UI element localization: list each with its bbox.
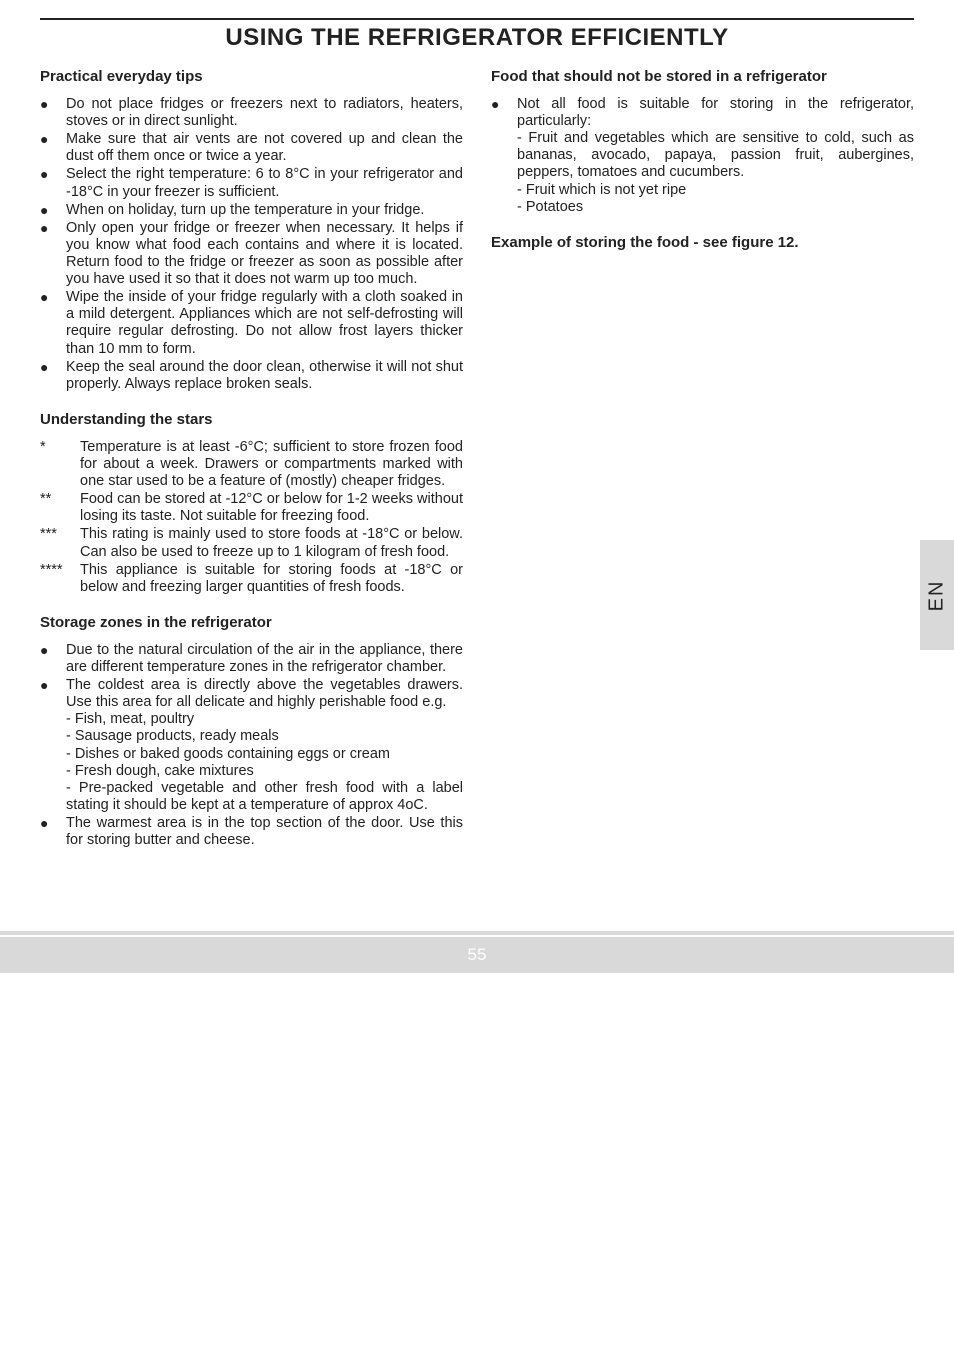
language-label: EN <box>925 579 948 611</box>
list-item: **** This appliance is suitable for stor… <box>40 562 463 596</box>
right-column: Food that should not be stored in a refr… <box>491 68 914 867</box>
item-subline: - Fruit which is not yet ripe <box>517 182 914 199</box>
list-practical-tips: Do not place fridges or freezers next to… <box>40 96 463 393</box>
page-title: USING THE REFRIGERATOR EFFICIENTLY <box>40 24 914 52</box>
list-item: Make sure that air vents are not covered… <box>40 131 463 165</box>
star-marker: ** <box>40 491 51 508</box>
list-item: Keep the seal around the door clean, oth… <box>40 359 463 393</box>
list-item: Wipe the inside of your fridge regularly… <box>40 289 463 357</box>
heading-understanding-stars: Understanding the stars <box>40 411 463 429</box>
list-item: Only open your fridge or freezer when ne… <box>40 220 463 288</box>
star-text: Food can be stored at -12°C or below for… <box>80 491 463 524</box>
item-subline: - Fresh dough, cake mixtures <box>66 763 463 780</box>
item-subline: - Pre-packed vegetable and other fresh f… <box>66 780 463 814</box>
item-subline: - Sausage products, ready meals <box>66 728 463 745</box>
star-text: Temperature is at least -6°C; sufficient… <box>80 439 463 489</box>
heading-example-figure: Example of storing the food - see figure… <box>491 234 914 252</box>
list-item: The coldest area is directly above the v… <box>40 677 463 814</box>
star-text: This appliance is suitable for storing f… <box>80 562 463 595</box>
title-rule <box>40 18 914 20</box>
item-subline: - Potatoes <box>517 199 914 216</box>
list-item: Not all food is suitable for storing in … <box>491 96 914 216</box>
star-text: This rating is mainly used to store food… <box>80 526 463 559</box>
language-side-tab: EN <box>920 540 954 650</box>
heading-not-stored: Food that should not be stored in a refr… <box>491 68 914 86</box>
item-lead: The coldest area is directly above the v… <box>66 677 463 711</box>
list-item: The warmest area is in the top section o… <box>40 815 463 849</box>
heading-practical-tips: Practical everyday tips <box>40 68 463 86</box>
list-star-ratings: * Temperature is at least -6°C; sufficie… <box>40 439 463 596</box>
list-item: * Temperature is at least -6°C; sufficie… <box>40 439 463 490</box>
list-item: *** This rating is mainly used to store … <box>40 526 463 560</box>
spacer <box>40 867 914 907</box>
list-storage-zones: Due to the natural circulation of the ai… <box>40 642 463 849</box>
footer-accent-line <box>0 931 954 935</box>
columns: Practical everyday tips Do not place fri… <box>40 68 914 867</box>
star-marker: **** <box>40 562 63 579</box>
star-marker: *** <box>40 526 57 543</box>
footer-bar: 55 <box>0 937 954 973</box>
heading-storage-zones: Storage zones in the refrigerator <box>40 614 463 632</box>
list-item: Due to the natural circulation of the ai… <box>40 642 463 676</box>
list-not-stored: Not all food is suitable for storing in … <box>491 96 914 216</box>
item-subline: - Fish, meat, poultry <box>66 711 463 728</box>
page-number: 55 <box>468 945 487 965</box>
list-item: ** Food can be stored at -12°C or below … <box>40 491 463 525</box>
list-item: When on holiday, turn up the temperature… <box>40 202 463 219</box>
item-lead: Not all food is suitable for storing in … <box>517 96 914 130</box>
list-item: Do not place fridges or freezers next to… <box>40 96 463 130</box>
item-subline: - Fruit and vegetables which are sensiti… <box>517 130 914 181</box>
star-marker: * <box>40 439 46 456</box>
left-column: Practical everyday tips Do not place fri… <box>40 68 463 867</box>
page: USING THE REFRIGERATOR EFFICIENTLY Pract… <box>0 0 954 907</box>
item-subline: - Dishes or baked goods containing eggs … <box>66 746 463 763</box>
list-item: Select the right temperature: 6 to 8°C i… <box>40 166 463 200</box>
